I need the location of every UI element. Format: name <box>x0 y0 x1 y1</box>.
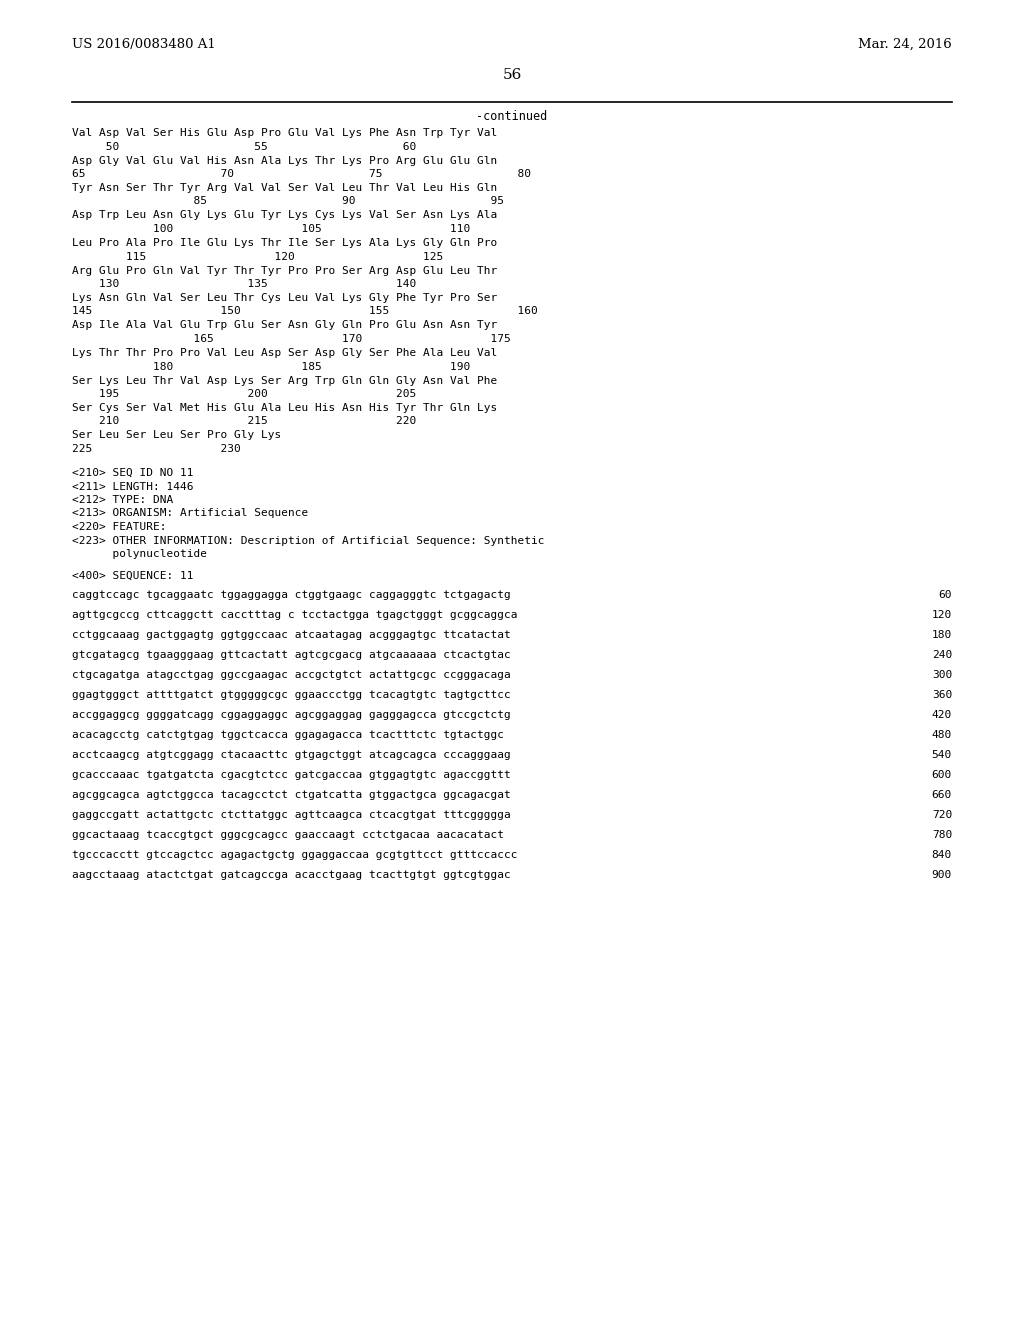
Text: cctggcaaag gactggagtg ggtggccaac atcaatagag acgggagtgc ttcatactat: cctggcaaag gactggagtg ggtggccaac atcaata… <box>72 631 511 640</box>
Text: 115                   120                   125: 115 120 125 <box>72 252 443 261</box>
Text: gcacccaaac tgatgatcta cgacgtctcc gatcgaccaa gtggagtgtc agaccggttt: gcacccaaac tgatgatcta cgacgtctcc gatcgac… <box>72 771 511 780</box>
Text: 120: 120 <box>932 610 952 620</box>
Text: <223> OTHER INFORMATION: Description of Artificial Sequence: Synthetic: <223> OTHER INFORMATION: Description of … <box>72 536 545 545</box>
Text: Val Asp Val Ser His Glu Asp Pro Glu Val Lys Phe Asn Trp Tyr Val: Val Asp Val Ser His Glu Asp Pro Glu Val … <box>72 128 498 139</box>
Text: caggtccagc tgcaggaatc tggaggagga ctggtgaagc caggagggtc tctgagactg: caggtccagc tgcaggaatc tggaggagga ctggtga… <box>72 590 511 601</box>
Text: 50                    55                    60: 50 55 60 <box>72 141 416 152</box>
Text: Mar. 24, 2016: Mar. 24, 2016 <box>858 38 952 51</box>
Text: 145                   150                   155                   160: 145 150 155 160 <box>72 306 538 317</box>
Text: 60: 60 <box>939 590 952 601</box>
Text: Ser Cys Ser Val Met His Glu Ala Leu His Asn His Tyr Thr Gln Lys: Ser Cys Ser Val Met His Glu Ala Leu His … <box>72 403 498 413</box>
Text: Asp Ile Ala Val Glu Trp Glu Ser Asn Gly Gln Pro Glu Asn Asn Tyr: Asp Ile Ala Val Glu Trp Glu Ser Asn Gly … <box>72 321 498 330</box>
Text: accggaggcg ggggatcagg cggaggaggc agcggaggag gagggagcca gtccgctctg: accggaggcg ggggatcagg cggaggaggc agcggag… <box>72 710 511 721</box>
Text: 180                   185                   190: 180 185 190 <box>72 362 470 371</box>
Text: 660: 660 <box>932 791 952 800</box>
Text: <400> SEQUENCE: 11: <400> SEQUENCE: 11 <box>72 570 194 581</box>
Text: agcggcagca agtctggcca tacagcctct ctgatcatta gtggactgca ggcagacgat: agcggcagca agtctggcca tacagcctct ctgatca… <box>72 791 511 800</box>
Text: acctcaagcg atgtcggagg ctacaacttc gtgagctggt atcagcagca cccagggaag: acctcaagcg atgtcggagg ctacaacttc gtgagct… <box>72 751 511 760</box>
Text: <220> FEATURE:: <220> FEATURE: <box>72 521 167 532</box>
Text: Lys Asn Gln Val Ser Leu Thr Cys Leu Val Lys Gly Phe Tyr Pro Ser: Lys Asn Gln Val Ser Leu Thr Cys Leu Val … <box>72 293 498 304</box>
Text: 840: 840 <box>932 850 952 861</box>
Text: acacagcctg catctgtgag tggctcacca ggagagacca tcactttctc tgtactggc: acacagcctg catctgtgag tggctcacca ggagaga… <box>72 730 504 741</box>
Text: Tyr Asn Ser Thr Tyr Arg Val Val Ser Val Leu Thr Val Leu His Gln: Tyr Asn Ser Thr Tyr Arg Val Val Ser Val … <box>72 183 498 193</box>
Text: 420: 420 <box>932 710 952 721</box>
Text: ggcactaaag tcaccgtgct gggcgcagcc gaaccaagt cctctgacaa aacacatact: ggcactaaag tcaccgtgct gggcgcagcc gaaccaa… <box>72 830 504 841</box>
Text: 240: 240 <box>932 651 952 660</box>
Text: 540: 540 <box>932 751 952 760</box>
Text: gtcgatagcg tgaagggaag gttcactatt agtcgcgacg atgcaaaaaa ctcactgtac: gtcgatagcg tgaagggaag gttcactatt agtcgcg… <box>72 651 511 660</box>
Text: 780: 780 <box>932 830 952 841</box>
Text: Arg Glu Pro Gln Val Tyr Thr Tyr Pro Pro Ser Arg Asp Glu Leu Thr: Arg Glu Pro Gln Val Tyr Thr Tyr Pro Pro … <box>72 265 498 276</box>
Text: agttgcgccg cttcaggctt cacctttag c tcctactgga tgagctgggt gcggcaggca: agttgcgccg cttcaggctt cacctttag c tcctac… <box>72 610 517 620</box>
Text: 360: 360 <box>932 690 952 701</box>
Text: tgcccacctt gtccagctcc agagactgctg ggaggaccaa gcgtgttcct gtttccaccc: tgcccacctt gtccagctcc agagactgctg ggagga… <box>72 850 517 861</box>
Text: Asp Gly Val Glu Val His Asn Ala Lys Thr Lys Pro Arg Glu Glu Gln: Asp Gly Val Glu Val His Asn Ala Lys Thr … <box>72 156 498 165</box>
Text: 600: 600 <box>932 771 952 780</box>
Text: Leu Pro Ala Pro Ile Glu Lys Thr Ile Ser Lys Ala Lys Gly Gln Pro: Leu Pro Ala Pro Ile Glu Lys Thr Ile Ser … <box>72 238 498 248</box>
Text: 65                    70                    75                    80: 65 70 75 80 <box>72 169 531 180</box>
Text: 480: 480 <box>932 730 952 741</box>
Text: ggagtgggct attttgatct gtgggggcgc ggaaccctgg tcacagtgtc tagtgcttcc: ggagtgggct attttgatct gtgggggcgc ggaaccc… <box>72 690 511 701</box>
Text: aagcctaaag atactctgat gatcagccga acacctgaag tcacttgtgt ggtcgtggac: aagcctaaag atactctgat gatcagccga acacctg… <box>72 870 511 880</box>
Text: -continued: -continued <box>476 110 548 123</box>
Text: 85                    90                    95: 85 90 95 <box>72 197 504 206</box>
Text: <213> ORGANISM: Artificial Sequence: <213> ORGANISM: Artificial Sequence <box>72 508 308 519</box>
Text: polynucleotide: polynucleotide <box>72 549 207 558</box>
Text: 100                   105                   110: 100 105 110 <box>72 224 470 234</box>
Text: 195                   200                   205: 195 200 205 <box>72 389 416 399</box>
Text: ctgcagatga atagcctgag ggccgaagac accgctgtct actattgcgc ccgggacaga: ctgcagatga atagcctgag ggccgaagac accgctg… <box>72 671 511 681</box>
Text: 210                   215                   220: 210 215 220 <box>72 417 416 426</box>
Text: 180: 180 <box>932 631 952 640</box>
Text: 300: 300 <box>932 671 952 681</box>
Text: Ser Leu Ser Leu Ser Pro Gly Lys: Ser Leu Ser Leu Ser Pro Gly Lys <box>72 430 282 441</box>
Text: <212> TYPE: DNA: <212> TYPE: DNA <box>72 495 173 506</box>
Text: 900: 900 <box>932 870 952 880</box>
Text: US 2016/0083480 A1: US 2016/0083480 A1 <box>72 38 216 51</box>
Text: Asp Trp Leu Asn Gly Lys Glu Tyr Lys Cys Lys Val Ser Asn Lys Ala: Asp Trp Leu Asn Gly Lys Glu Tyr Lys Cys … <box>72 210 498 220</box>
Text: <211> LENGTH: 1446: <211> LENGTH: 1446 <box>72 482 194 491</box>
Text: <210> SEQ ID NO 11: <210> SEQ ID NO 11 <box>72 469 194 478</box>
Text: Ser Lys Leu Thr Val Asp Lys Ser Arg Trp Gln Gln Gly Asn Val Phe: Ser Lys Leu Thr Val Asp Lys Ser Arg Trp … <box>72 375 498 385</box>
Text: 720: 720 <box>932 810 952 821</box>
Text: 130                   135                   140: 130 135 140 <box>72 279 416 289</box>
Text: 165                   170                   175: 165 170 175 <box>72 334 511 345</box>
Text: gaggccgatt actattgctc ctcttatggc agttcaagca ctcacgtgat tttcggggga: gaggccgatt actattgctc ctcttatggc agttcaa… <box>72 810 511 821</box>
Text: 225                   230: 225 230 <box>72 444 241 454</box>
Text: 56: 56 <box>503 69 521 82</box>
Text: Lys Thr Thr Pro Pro Val Leu Asp Ser Asp Gly Ser Phe Ala Leu Val: Lys Thr Thr Pro Pro Val Leu Asp Ser Asp … <box>72 348 498 358</box>
